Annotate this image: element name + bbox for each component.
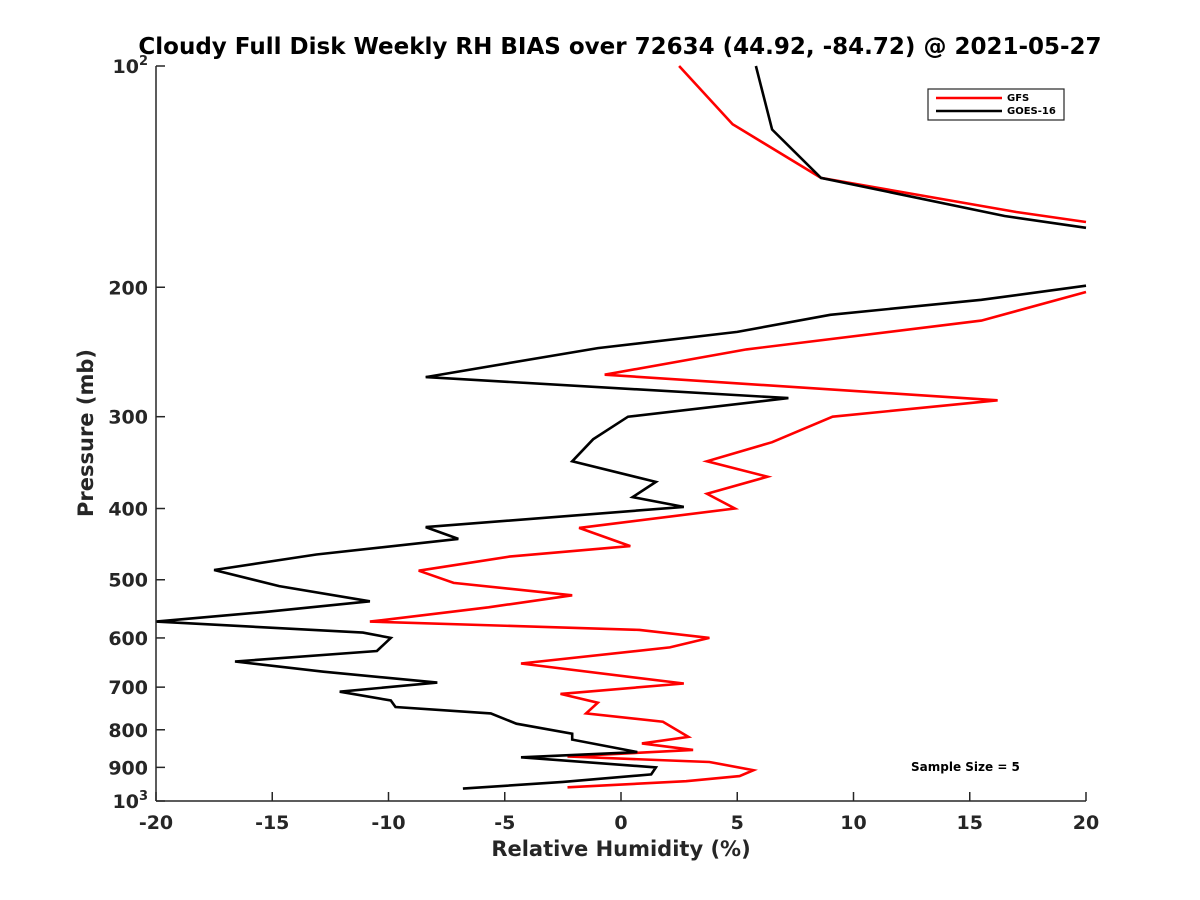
y-tick-label: 800 bbox=[108, 720, 148, 742]
legend: GFS GOES-16 bbox=[927, 88, 1065, 121]
sample-size-annotation: Sample Size = 5 bbox=[911, 760, 1020, 774]
chart-title: Cloudy Full Disk Weekly RH BIAS over 726… bbox=[138, 34, 1101, 60]
x-tick-label: 15 bbox=[957, 812, 983, 834]
plot-area bbox=[156, 66, 1086, 801]
x-tick-label: 0 bbox=[614, 812, 627, 834]
series-line-gfs-segment-2 bbox=[369, 290, 1087, 789]
legend-label-goes16: GOES-16 bbox=[1007, 106, 1056, 117]
y-tick-base: 10 bbox=[113, 56, 139, 78]
series-line-goes16-segment-1 bbox=[754, 65, 1087, 230]
y-tick-label: 500 bbox=[108, 570, 148, 592]
x-tick-label: 10 bbox=[840, 812, 866, 834]
y-tick-exponent: 2 bbox=[139, 54, 148, 69]
x-ticks: -20 -15 -10 -5 0 5 10 15 20 bbox=[139, 792, 1099, 834]
x-tick-label: -10 bbox=[371, 812, 405, 834]
x-tick-label: -20 bbox=[139, 812, 173, 834]
x-tick-label: 20 bbox=[1073, 812, 1099, 834]
y-tick-label: 200 bbox=[108, 277, 148, 299]
series-line-goes16-segment-2 bbox=[155, 284, 1087, 790]
y-tick-label: 103 bbox=[113, 789, 149, 813]
y-axis-label: Pressure (mb) bbox=[74, 349, 98, 517]
y-tick-base: 10 bbox=[113, 791, 139, 813]
legend-label-gfs: GFS bbox=[1007, 93, 1029, 104]
y-tick-label: 400 bbox=[108, 499, 148, 521]
legend-box bbox=[927, 88, 1065, 121]
x-tick-label: -15 bbox=[255, 812, 289, 834]
y-tick-label: 600 bbox=[108, 628, 148, 650]
y-tick-label: 700 bbox=[108, 677, 148, 699]
series-group bbox=[155, 65, 1087, 790]
y-tick-label: 300 bbox=[108, 407, 148, 429]
y-tick-exponent: 3 bbox=[139, 789, 148, 804]
y-tick-label: 102 bbox=[113, 54, 149, 78]
y-tick-label: 900 bbox=[108, 757, 148, 779]
x-tick-label: 5 bbox=[731, 812, 744, 834]
x-tick-label: -5 bbox=[494, 812, 515, 834]
x-axis-label: Relative Humidity (%) bbox=[491, 837, 750, 861]
